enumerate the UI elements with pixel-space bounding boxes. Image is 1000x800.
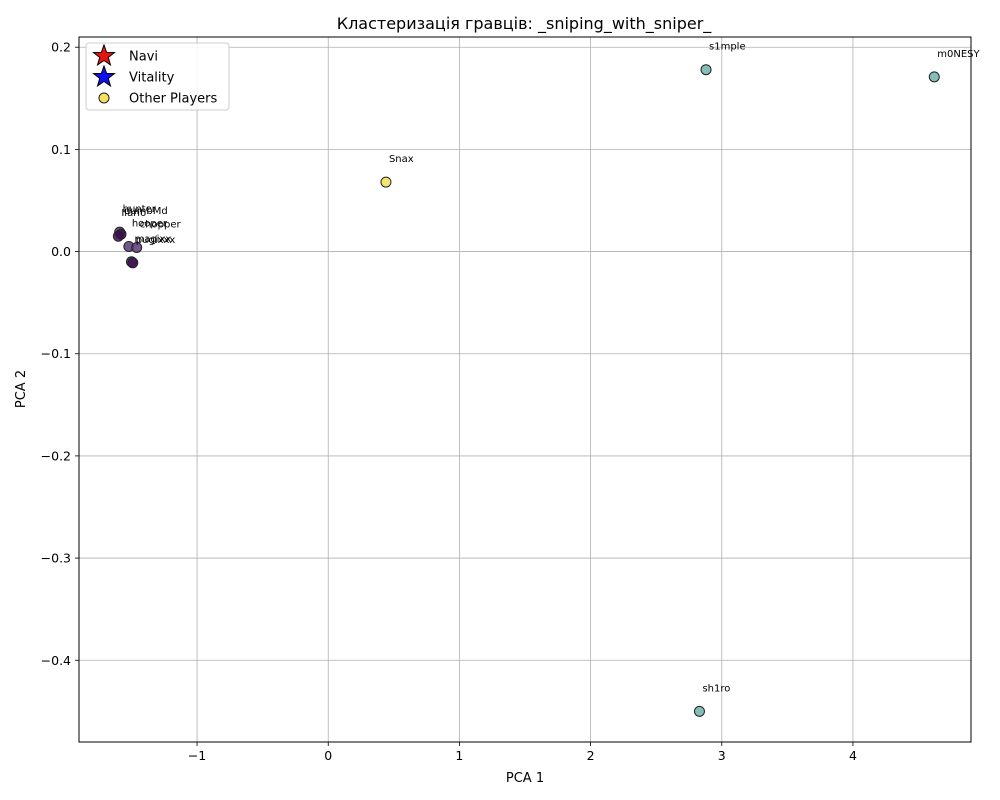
- point-label: m0NESY: [937, 49, 980, 60]
- legend-circle-marker: [98, 92, 110, 104]
- plot-frame: [78, 36, 972, 743]
- data-points: [112, 64, 940, 717]
- grid: [79, 37, 971, 742]
- data-point: [131, 241, 143, 253]
- point-label: hunter: [123, 204, 157, 215]
- legend-star-marker: [92, 43, 116, 67]
- chart-title: Кластеризація гравців: _sniping_with_sni…: [337, 14, 713, 34]
- point-label: hooper: [132, 218, 168, 229]
- data-point: [127, 257, 139, 269]
- data-point: [693, 705, 705, 717]
- data-point: [380, 176, 392, 188]
- data-point: [928, 71, 940, 83]
- y-tick-label: 0.1: [51, 142, 71, 157]
- point-label: Ilario: [121, 208, 146, 219]
- legend-label: Other Players: [129, 92, 217, 107]
- point-label: sh1ro: [702, 683, 730, 694]
- point-label: magixx: [134, 234, 171, 245]
- axis-ticks: −1 0 1 2 3 4 0.2 0.1 0.0 −0.1 −0.2 −0.3 −0.4: [41, 40, 857, 763]
- x-tick-label: 0: [324, 748, 332, 763]
- data-point: [700, 64, 712, 76]
- x-tick-label: −1: [188, 748, 206, 763]
- point-label: chopper: [140, 219, 182, 230]
- y-tick-label: −0.3: [41, 551, 71, 566]
- x-axis-title: PCA 1: [506, 771, 544, 786]
- x-tick-label: 1: [455, 748, 463, 763]
- x-tick-label: 3: [718, 748, 726, 763]
- y-tick-label: −0.2: [41, 448, 71, 463]
- legend-star-marker: [92, 64, 116, 88]
- y-tick-label: 0.0: [51, 244, 71, 259]
- y-tick-label: −0.4: [41, 653, 71, 668]
- y-axis-title: PCA 2: [14, 370, 29, 408]
- point-label: s1mple: [709, 42, 746, 53]
- y-tick-label: 0.2: [51, 40, 71, 55]
- x-tick-label: 2: [587, 748, 595, 763]
- point-label: Snax: [389, 154, 414, 165]
- point-label: pugixxx: [136, 235, 176, 246]
- y-tick-label: −0.1: [41, 346, 71, 361]
- data-point: [112, 230, 124, 242]
- legend: Navi Vitality Other Players: [85, 42, 230, 111]
- x-tick-label: 4: [849, 748, 857, 763]
- legend-label: Vitality: [129, 71, 175, 86]
- point-labels: s1mple m0NESY Snax hunterdumbMdIlariohooper…: [121, 42, 980, 695]
- legend-box: [85, 42, 230, 111]
- point-label: dumbMd: [124, 206, 168, 217]
- legend-label: Navi: [129, 50, 158, 65]
